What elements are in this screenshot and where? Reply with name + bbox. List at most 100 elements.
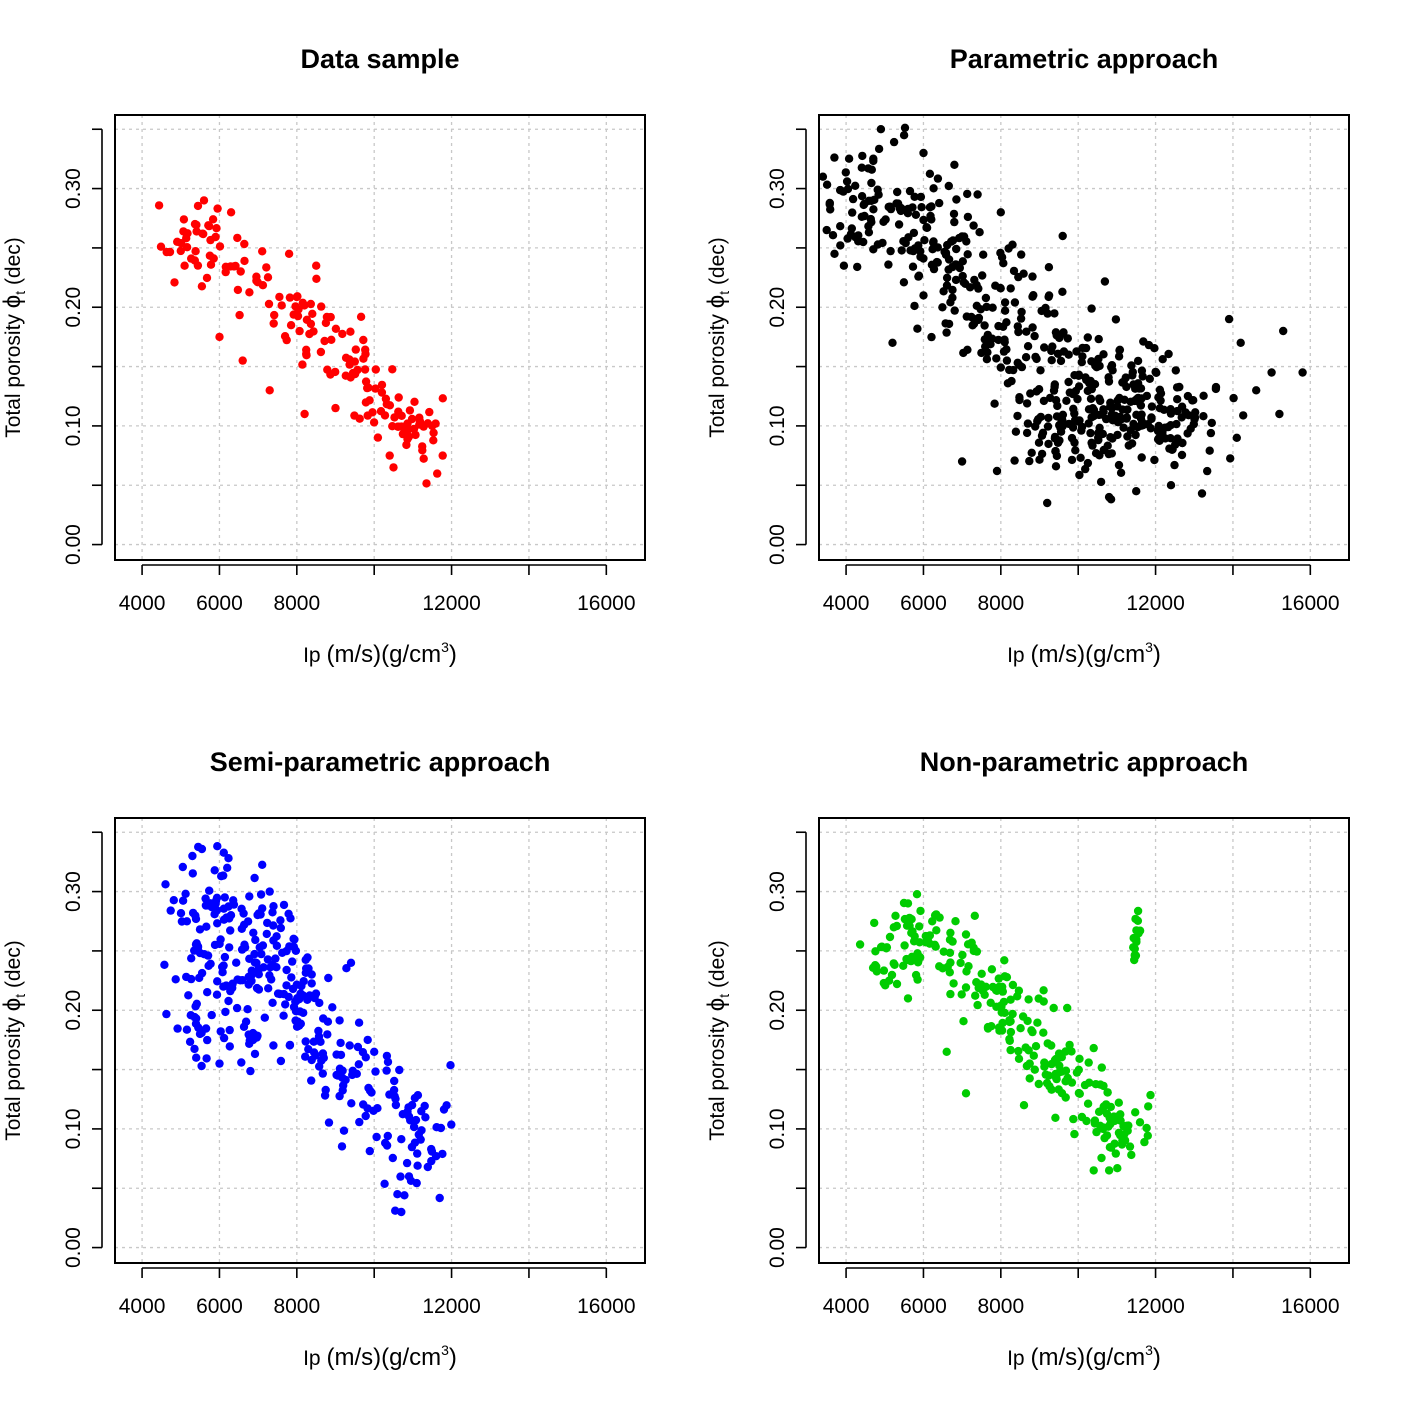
scatter-point	[1075, 1089, 1085, 1099]
scatter-point	[301, 955, 310, 964]
scatter-point	[282, 965, 291, 975]
scatter-point	[843, 184, 853, 194]
scatter-point	[1049, 1003, 1058, 1013]
scatter-point	[1184, 411, 1193, 420]
scatter-point	[919, 215, 928, 225]
scatter-point	[245, 1036, 254, 1045]
scatter-point	[211, 232, 220, 242]
scatter-point	[275, 292, 284, 302]
y-axis-label-subscript: t	[716, 291, 732, 295]
scatter-point	[160, 960, 169, 969]
scatter-point	[324, 973, 333, 983]
scatter-point	[331, 324, 341, 333]
scatter-point	[1075, 470, 1084, 480]
scatter-point	[1127, 361, 1136, 370]
x-tick-label: 16000	[577, 592, 635, 615]
scatter-point	[842, 177, 852, 186]
scatter-point	[383, 1131, 392, 1141]
scatter-point	[199, 196, 209, 205]
scatter-point	[999, 347, 1009, 356]
scatter-point	[176, 909, 186, 918]
scatter-point	[881, 981, 890, 990]
scatter-point	[353, 1042, 363, 1052]
scatter-point	[1031, 1042, 1041, 1051]
scatter-point	[224, 996, 233, 1006]
scatter-point	[300, 409, 309, 419]
scatter-point	[921, 938, 930, 947]
scatter-point	[291, 997, 301, 1006]
scatter-point	[377, 388, 387, 397]
scatter-point	[983, 330, 992, 340]
scatter-point	[169, 896, 178, 905]
scatter-point	[1138, 421, 1148, 430]
scatter-point	[429, 428, 438, 437]
scatter-point	[1122, 382, 1131, 392]
scatter-point	[240, 256, 249, 266]
scatter-point	[1070, 1129, 1079, 1139]
scatter-point	[1063, 334, 1073, 343]
scatter-point	[1191, 408, 1200, 417]
x-axis-label-units: (m/s)(g/cm	[1030, 641, 1145, 668]
y-tick-label: 0.00	[62, 524, 85, 565]
scatter-point	[1081, 343, 1091, 353]
scatter-point	[258, 860, 267, 869]
scatter-point	[361, 1111, 370, 1121]
x-tick-label: 12000	[422, 1295, 480, 1318]
scatter-point	[969, 946, 978, 956]
scatter-point	[1103, 441, 1112, 450]
scatter-point	[224, 854, 233, 863]
scatter-point	[938, 964, 947, 973]
scatter-point	[977, 348, 986, 358]
scatter-point	[958, 950, 967, 960]
scatter-point	[1070, 438, 1079, 447]
scatter-point	[830, 249, 839, 258]
scatter-point	[233, 285, 243, 295]
scatter-point	[1086, 394, 1096, 403]
scatter-point	[1167, 445, 1177, 454]
scatter-point	[282, 335, 291, 345]
scatter-point	[1013, 992, 1022, 1001]
scatter-point	[208, 215, 218, 224]
scatter-point	[970, 911, 979, 920]
scatter-point	[917, 203, 926, 212]
scatter-point	[419, 454, 428, 463]
scatter-point	[956, 958, 965, 968]
scatter-point	[854, 231, 863, 240]
scatter-point	[1115, 393, 1124, 403]
scatter-point	[195, 973, 204, 983]
scatter-point	[235, 310, 244, 320]
scatter-point	[1043, 422, 1053, 431]
scatter-point	[296, 989, 305, 998]
x-axis-label-main: Ip	[303, 1347, 326, 1370]
scatter-point	[238, 356, 247, 365]
scatter-point	[990, 399, 999, 408]
scatter-point	[198, 229, 207, 238]
scatter-point	[245, 288, 254, 297]
scatter-point	[979, 250, 988, 259]
scatter-point	[1004, 244, 1013, 253]
scatter-point	[1067, 1047, 1076, 1056]
scatter-point	[176, 246, 185, 256]
scatter-point	[885, 932, 895, 942]
scatter-point	[1077, 1112, 1087, 1122]
scatter-point	[233, 233, 242, 243]
scatter-point	[1013, 411, 1022, 421]
y-tick-label: 0.20	[766, 287, 789, 328]
scatter-point	[910, 244, 919, 253]
scatter-point	[364, 1083, 373, 1093]
scatter-point	[1002, 356, 1012, 365]
scatter-point	[894, 220, 904, 229]
scatter-point	[263, 273, 273, 282]
scatter-point	[415, 420, 424, 429]
scatter-point	[323, 1030, 332, 1039]
scatter-point	[998, 987, 1007, 996]
scatter-point	[435, 1193, 444, 1203]
scatter-point	[359, 335, 368, 345]
y-tick-label: 0.20	[766, 990, 789, 1031]
y-axis-label-symbol: ϕ	[0, 295, 26, 308]
scatter-point	[336, 1038, 345, 1048]
scatter-points	[154, 196, 447, 488]
y-axis-label: Total porosity ϕt (dec)	[703, 237, 732, 438]
scatter-point	[927, 215, 936, 224]
